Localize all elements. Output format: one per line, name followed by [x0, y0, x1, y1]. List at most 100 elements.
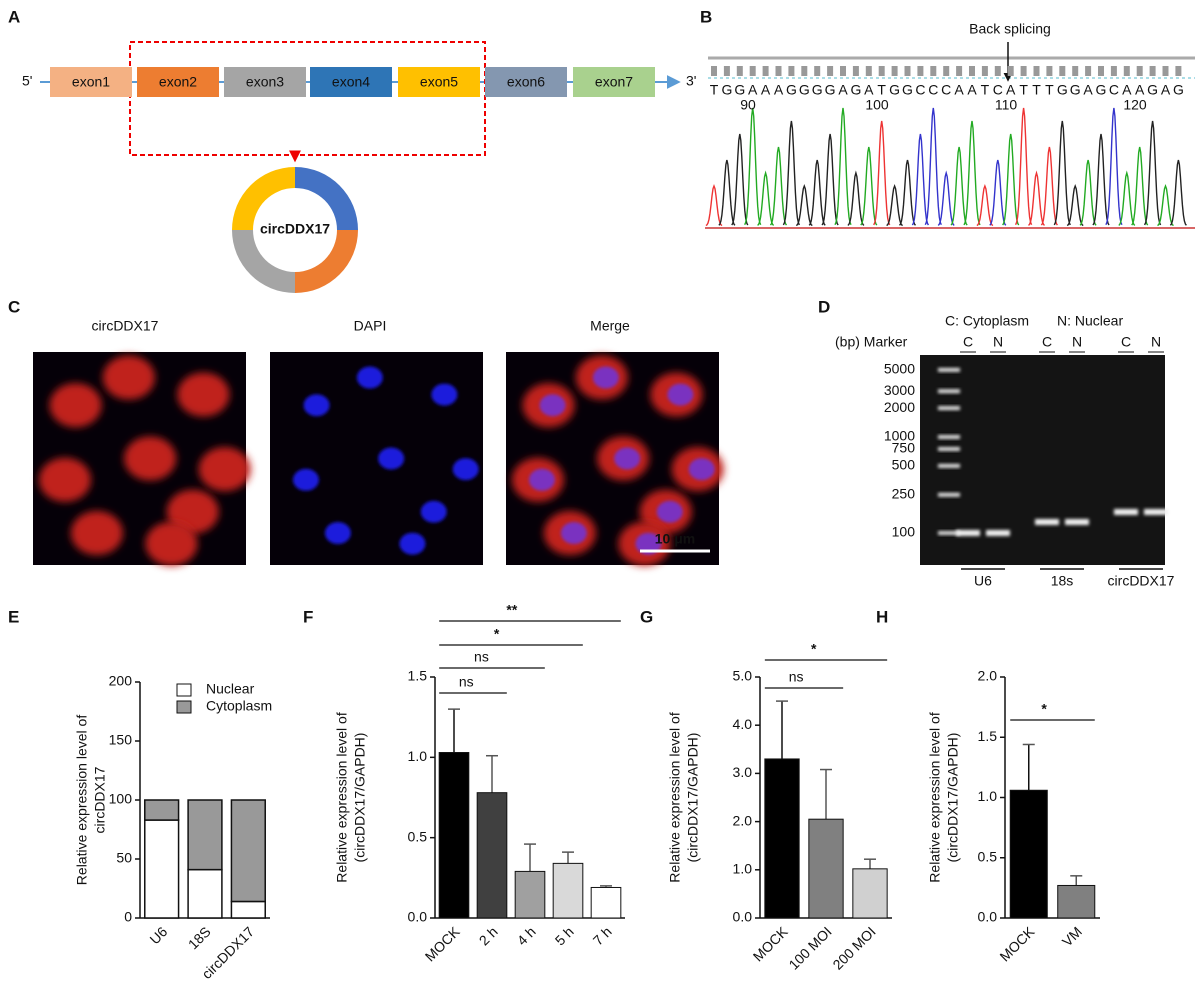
significance-label: ns [789, 669, 804, 685]
peak [1014, 107, 1033, 226]
marker-size: 2000 [884, 399, 915, 415]
quality-bar [1175, 66, 1182, 76]
base: A [1006, 82, 1016, 98]
nucleus [431, 383, 458, 406]
base: G [721, 82, 732, 98]
y-tick-label: 1.0 [408, 748, 428, 764]
exon-label: exon1 [72, 74, 110, 90]
peak [1053, 120, 1071, 226]
lane-label: N [1072, 334, 1082, 350]
cell [70, 511, 123, 556]
exon [224, 67, 306, 97]
base: T [877, 82, 886, 98]
base: G [902, 82, 913, 98]
peak [705, 183, 723, 227]
x-tick-label: MOCK [422, 923, 463, 964]
y-tick-label: 150 [109, 732, 133, 748]
base: G [1147, 82, 1158, 98]
nucleus [688, 458, 715, 481]
quality-bar [1123, 66, 1130, 76]
nucleus [452, 458, 479, 481]
lane-label: C [1121, 334, 1131, 350]
bar [764, 758, 800, 919]
significance-label: ns [474, 649, 489, 665]
peak [976, 183, 994, 227]
nucleus [592, 366, 619, 389]
group-label: circDDX17 [1108, 573, 1175, 589]
cell [102, 355, 155, 400]
base: A [1161, 82, 1171, 98]
panel-label: F [303, 607, 313, 626]
marker-band [938, 463, 960, 468]
exon-label: exon3 [246, 74, 284, 90]
x-tick-label: 200 MOI [829, 923, 878, 972]
legend-swatch [176, 700, 192, 714]
x-tick-label: 18S [185, 923, 214, 952]
peak [873, 120, 891, 226]
peak [821, 133, 839, 226]
x-tick-label: 5 h [552, 923, 577, 948]
peak [1105, 107, 1123, 226]
nucleus [635, 532, 662, 555]
marker-band [938, 435, 960, 439]
ring-segment [232, 230, 295, 293]
exon [137, 67, 219, 97]
base: A [774, 82, 784, 98]
quality-bar [1020, 66, 1027, 76]
exon-label: exon5 [420, 74, 458, 90]
base: G [1070, 82, 1081, 98]
quality-bar [736, 66, 743, 76]
panel-label: C [8, 297, 20, 316]
cell [145, 521, 198, 566]
peak [782, 120, 801, 226]
base: G [786, 82, 797, 98]
cell [38, 457, 91, 502]
y-axis-label: Relative expression level of [334, 712, 350, 883]
y-tick-label: 0.0 [408, 909, 428, 925]
ring-segment [232, 167, 295, 230]
significance-label: * [494, 626, 500, 642]
marker-size: 250 [892, 486, 916, 502]
x-tick-label: 100 MOI [785, 923, 834, 972]
image-title: Merge [590, 318, 630, 334]
bar-segment [187, 868, 223, 919]
quality-bar [762, 66, 769, 76]
gel-legend: N: Nuclear [1057, 313, 1123, 329]
y-tick-label: 1.5 [408, 668, 428, 684]
quality-bar [1110, 66, 1117, 76]
base: C [915, 82, 925, 98]
base: T [1045, 82, 1054, 98]
nucleus [667, 383, 694, 406]
x-tick-label: MOCK [996, 923, 1037, 964]
y-tick-label: 0.0 [978, 909, 998, 925]
marker-band [938, 406, 960, 411]
quality-bar [788, 66, 795, 76]
bar [852, 868, 888, 919]
peak [911, 133, 930, 226]
x-tick-label: VM [1059, 923, 1085, 949]
three-prime: 3' [686, 73, 696, 89]
nucleus [378, 447, 405, 470]
quality-bar [1098, 66, 1104, 76]
bar-segment [230, 799, 266, 903]
micrographs [33, 352, 724, 566]
peak [769, 146, 788, 226]
marker-size: 3000 [884, 382, 915, 398]
bar [476, 792, 508, 919]
y-tick-label: 1.0 [733, 861, 753, 877]
peak [1131, 146, 1149, 226]
cell [49, 383, 102, 428]
base: G [1096, 82, 1107, 98]
peak [1002, 133, 1020, 226]
scale-label: 10 μm [655, 531, 695, 547]
base: A [954, 82, 964, 98]
panel-label: H [876, 607, 888, 626]
peak [834, 107, 852, 226]
bar-segment [144, 819, 180, 919]
y-tick-label: 0.0 [733, 909, 753, 925]
marker-band [938, 492, 960, 497]
gel-header: (bp) Marker [835, 334, 908, 350]
legend-label: Cytoplasm [206, 698, 272, 714]
marker-size: 1000 [884, 428, 915, 444]
